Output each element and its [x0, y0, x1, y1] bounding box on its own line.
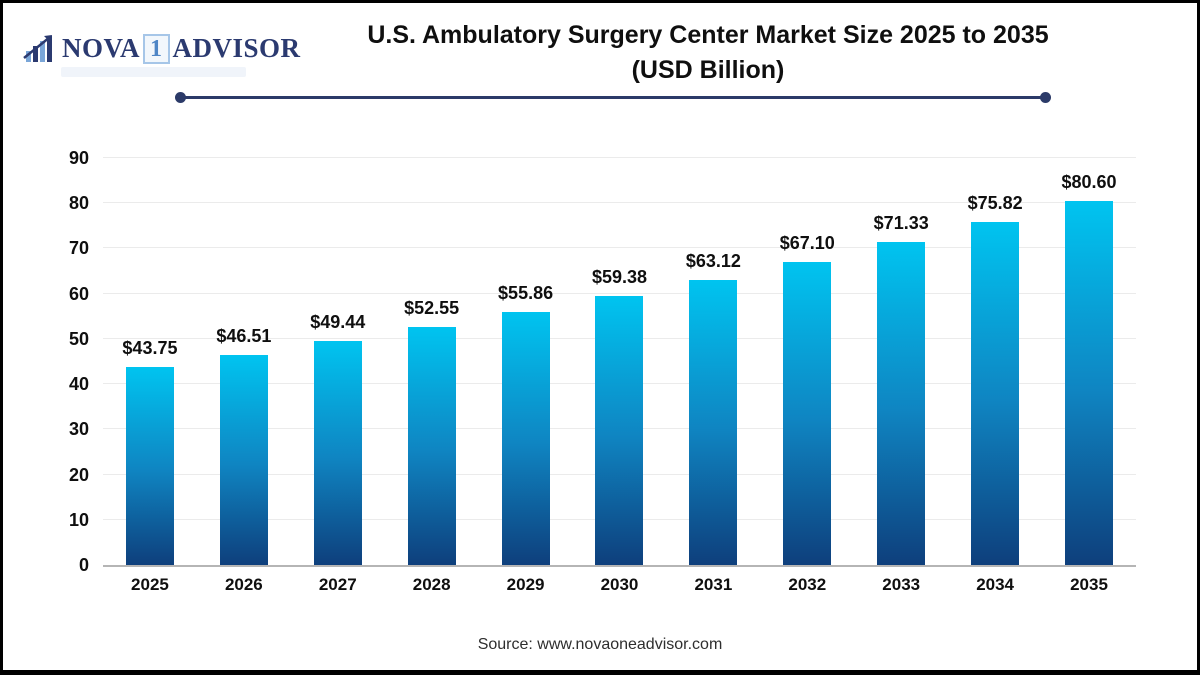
bar-value-label: $71.33 [873, 213, 929, 234]
bar-2035 [1065, 200, 1114, 565]
bar-value-label: $67.10 [779, 232, 835, 253]
x-tick-label: 2031 [694, 575, 733, 594]
y-tick-label: 90 [68, 148, 89, 168]
bar-band: $80.60 [1042, 158, 1136, 565]
y-tick-label: 10 [68, 509, 89, 530]
bar-2030 [595, 296, 644, 565]
bar-2027 [313, 341, 362, 565]
x-tick-label: 2032 [788, 575, 827, 594]
gridline [103, 202, 1136, 204]
bar-2031 [689, 279, 738, 565]
gridline [103, 157, 1136, 158]
bar-value-label: $75.82 [967, 193, 1023, 214]
logo-text-nova: NOVA [62, 33, 141, 63]
y-tick-label: 60 [68, 283, 89, 304]
y-tick-label: 70 [68, 238, 89, 259]
source-text: Source: www.novaoneadvisor.com [477, 636, 723, 653]
bar-band: $71.33 [854, 158, 948, 565]
bar-value-label: $49.44 [310, 312, 366, 333]
bar-value-label: $59.38 [591, 267, 648, 288]
x-tick-label: 2025 [131, 575, 169, 594]
bar-value-label: $52.55 [404, 298, 460, 319]
chart-title-line1: U.S. Ambulatory Surgery Center Market Si… [367, 21, 1049, 49]
bar-band: $55.86 [479, 158, 573, 565]
chart-title-line2: (USD Billion) [631, 56, 785, 84]
y-tick-label: 80 [68, 193, 89, 214]
y-tick-label: 40 [68, 374, 89, 395]
bar-band: $75.82 [948, 158, 1042, 565]
bar-band: $46.51 [197, 158, 291, 565]
logo-text-advisor: ADVISOR [172, 33, 301, 63]
bar-2033 [877, 242, 926, 565]
bar-value-label: $55.86 [498, 283, 554, 304]
bars-row: $43.75 $46.51 $49.44 $52.55 $55.86 $59.38 $63.… [103, 158, 1136, 565]
logo-tagline-faint [61, 67, 246, 77]
y-axis-labels: 0 10 20 30 40 50 60 70 80 90 [31, 148, 89, 575]
logo-text-one: 1 [143, 33, 170, 64]
bar-2032 [783, 261, 832, 565]
title-divider-line [175, 92, 1051, 103]
gridline [103, 292, 1136, 294]
y-tick-label: 0 [78, 555, 89, 575]
bar-band: $67.10 [760, 158, 854, 565]
gridline [103, 247, 1136, 249]
divider-dot-right [1040, 92, 1051, 103]
bar-2034 [971, 222, 1020, 565]
x-tick-label: 2026 [224, 575, 263, 594]
bar-band: $52.55 [385, 158, 479, 565]
bar-2025 [125, 367, 174, 565]
y-tick-label: 30 [68, 419, 89, 440]
x-tick-label: 2029 [506, 575, 545, 594]
y-tick-label: 20 [68, 464, 89, 485]
plot-area: $43.75 $46.51 $49.44 $52.55 $55.86 $59.38 $63.… [103, 157, 1136, 567]
x-tick-label: 2028 [412, 575, 451, 594]
logo: NOVA 1 ADVISOR [23, 33, 301, 64]
bar-band: $63.12 [666, 158, 760, 565]
x-tick-label: 2027 [318, 575, 357, 594]
bar-value-label: $43.75 [122, 338, 178, 359]
x-tick-label: 2033 [882, 575, 921, 594]
bar-value-label: $46.51 [216, 325, 272, 346]
bar-band: $49.44 [291, 158, 385, 565]
bar-2026 [219, 354, 268, 565]
chart-title-block: U.S. Ambulatory Surgery Center Market Si… [263, 17, 1153, 87]
x-axis-labels: 2025 2026 2027 2028 2029 2030 2031 2032 2033 2034… [103, 575, 1136, 595]
bar-band: $43.75 [103, 158, 197, 565]
divider-dot-left [175, 92, 186, 103]
bar-chart-growth-icon [23, 34, 52, 62]
bar-2028 [407, 327, 456, 565]
x-tick-label: 2034 [976, 575, 1015, 594]
bar-2029 [501, 312, 550, 565]
x-tick-label: 2035 [1070, 575, 1108, 594]
bar-band: $59.38 [573, 158, 667, 565]
bar-value-label: $80.60 [1061, 171, 1117, 192]
x-tick-label: 2030 [600, 575, 639, 594]
bar-value-label: $63.12 [685, 250, 741, 271]
y-tick-label: 50 [68, 328, 89, 349]
